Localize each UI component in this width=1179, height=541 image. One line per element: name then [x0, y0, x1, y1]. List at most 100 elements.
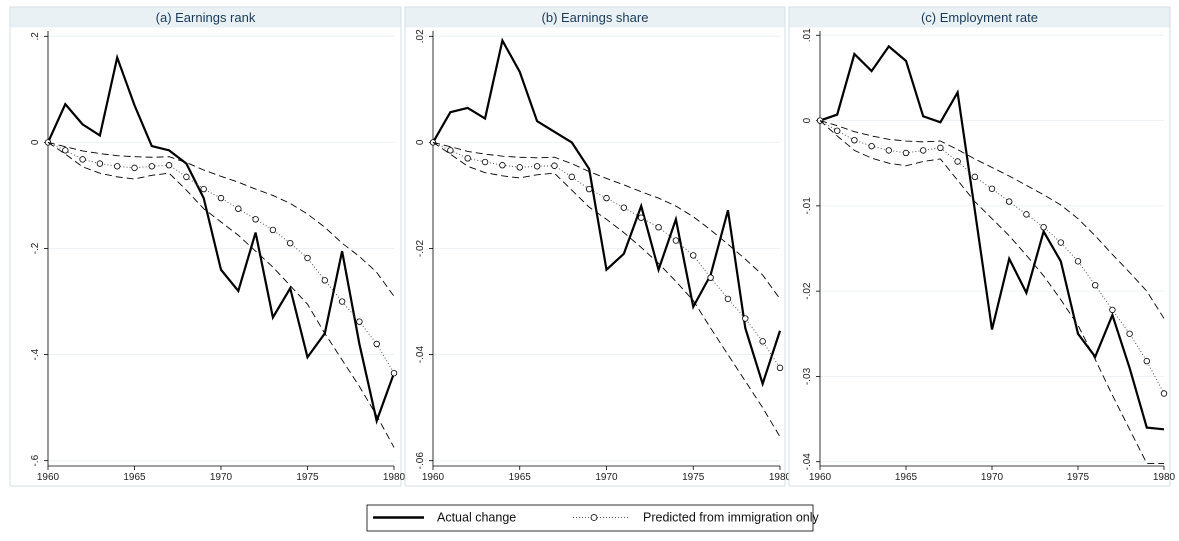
series-predicted-point [235, 205, 242, 212]
series-predicted-point [851, 136, 858, 144]
y-tick-label: -.02 [415, 239, 426, 257]
series-predicted-point [834, 127, 841, 134]
series-predicted-point [217, 194, 225, 202]
series-predicted-point [1109, 306, 1116, 314]
y-tick-label: -.2 [30, 242, 41, 254]
y-tick-label: -.6 [30, 454, 41, 466]
series-predicted-point [447, 147, 454, 154]
series-predicted-point [776, 364, 784, 372]
series-predicted-point [759, 338, 766, 345]
x-tick-label: 1970 [981, 472, 1004, 483]
x-tick-label: 1965 [895, 472, 918, 483]
legend-predicted-label: Predicted from immigration only [643, 511, 820, 525]
series-predicted-point [464, 155, 471, 162]
x-tick-label: 1980 [383, 472, 406, 483]
x-tick-label: 1965 [509, 472, 532, 483]
series-predicted-point [1074, 258, 1082, 265]
x-tick-label: 1960 [422, 472, 445, 483]
series-predicted-point [585, 185, 593, 193]
series-predicted-point [954, 158, 961, 165]
series-predicted-point [516, 164, 523, 171]
x-tick-label: 1975 [296, 472, 319, 483]
series-ci-line-3 [47, 142, 395, 448]
series-predicted-point [1091, 281, 1099, 289]
panel-header [405, 7, 785, 28]
series-ci-line-2 [47, 141, 395, 297]
x-tick-label: 1980 [1153, 472, 1176, 483]
series-predicted-line [47, 141, 395, 374]
series-predicted-point [655, 224, 662, 231]
series-predicted-point [252, 216, 259, 223]
series-predicted-point [1057, 239, 1064, 246]
series-ci-line-3 [432, 142, 781, 438]
y-tick-label: .2 [30, 32, 41, 41]
series-predicted-point [672, 237, 680, 244]
series-actual-line [432, 37, 782, 388]
y-tick-label: .01 [802, 28, 813, 42]
series-predicted-point [373, 340, 380, 348]
series-predicted-point [1023, 211, 1030, 218]
series-predicted-point [988, 185, 996, 192]
series-ci-line-3 [819, 120, 1164, 464]
series-predicted-point [79, 156, 86, 163]
legend-actual-label: Actual change [437, 511, 516, 525]
series-predicted-point [356, 318, 363, 325]
series-predicted-point [937, 144, 944, 152]
series-predicted-point [131, 164, 138, 172]
panel-3: (c) Employment rate.010-.01-.02-.03-.041… [788, 6, 1176, 487]
series-predicted-point [96, 160, 104, 167]
legend-predicted-marker [590, 514, 598, 521]
series-predicted-point [638, 214, 645, 221]
series-predicted-point [1126, 330, 1133, 337]
x-tick-label: 1975 [1067, 472, 1090, 483]
y-tick-label: -.03 [802, 367, 813, 385]
panel-title: (c) Employment rate [921, 10, 1038, 25]
series-predicted-point [287, 239, 294, 247]
series-predicted-point [1160, 390, 1168, 397]
panel-1: (a) Earnings rank .2 0 -.2 -.4 -.6 1960 1965 197… [9, 6, 406, 487]
y-tick-label: -.4 [30, 348, 41, 360]
series-ci-line-2 [432, 141, 781, 300]
x-tick-label: 1965 [123, 472, 146, 483]
panel-title: (a) Earnings rank [156, 10, 256, 25]
y-tick-label: 0 [30, 139, 41, 145]
y-tick-label: 0 [802, 117, 813, 123]
series-predicted-point [690, 252, 697, 259]
x-tick-label: 1970 [595, 472, 618, 483]
panel-title: (b) Earnings share [542, 10, 649, 25]
x-tick-label: 1970 [210, 472, 233, 483]
legend-box [366, 504, 814, 532]
series-predicted-point [304, 254, 311, 262]
series-predicted-point [200, 185, 207, 193]
y-tick-label: .02 [415, 29, 426, 43]
series-predicted-point [1006, 198, 1013, 205]
series-predicted-point [902, 149, 910, 157]
series-predicted-point [390, 369, 398, 377]
y-tick-label: -.02 [802, 282, 813, 300]
series-predicted-point [971, 173, 978, 181]
series-predicted-point [603, 194, 610, 202]
series-predicted-point [551, 162, 558, 169]
series-predicted-point [183, 173, 190, 181]
y-tick-label: -.01 [802, 197, 813, 215]
series-predicted-point [1040, 223, 1047, 231]
series-predicted-point [742, 315, 749, 322]
series-ci-line-2 [819, 120, 1165, 319]
y-tick-label: -.06 [415, 452, 426, 470]
panel-header [789, 7, 1170, 28]
legend: Actual change Predicted from immigration… [366, 504, 820, 532]
series-predicted-point [321, 277, 328, 284]
series-predicted-line [432, 141, 781, 369]
series-predicted-point [568, 173, 575, 181]
series-predicted-point [165, 162, 173, 169]
series-actual-line [46, 53, 396, 425]
series-predicted-point [62, 147, 69, 154]
x-tick-label: 1960 [809, 472, 832, 483]
panel-frame [9, 6, 402, 487]
series-predicted-point [113, 163, 121, 170]
series-predicted-point [269, 226, 277, 234]
series-predicted-point [868, 142, 875, 150]
panels: (a) Earnings rank .2 0 -.2 -.4 -.6 1960 1965 197… [9, 6, 1176, 487]
series-predicted-line [819, 120, 1165, 394]
